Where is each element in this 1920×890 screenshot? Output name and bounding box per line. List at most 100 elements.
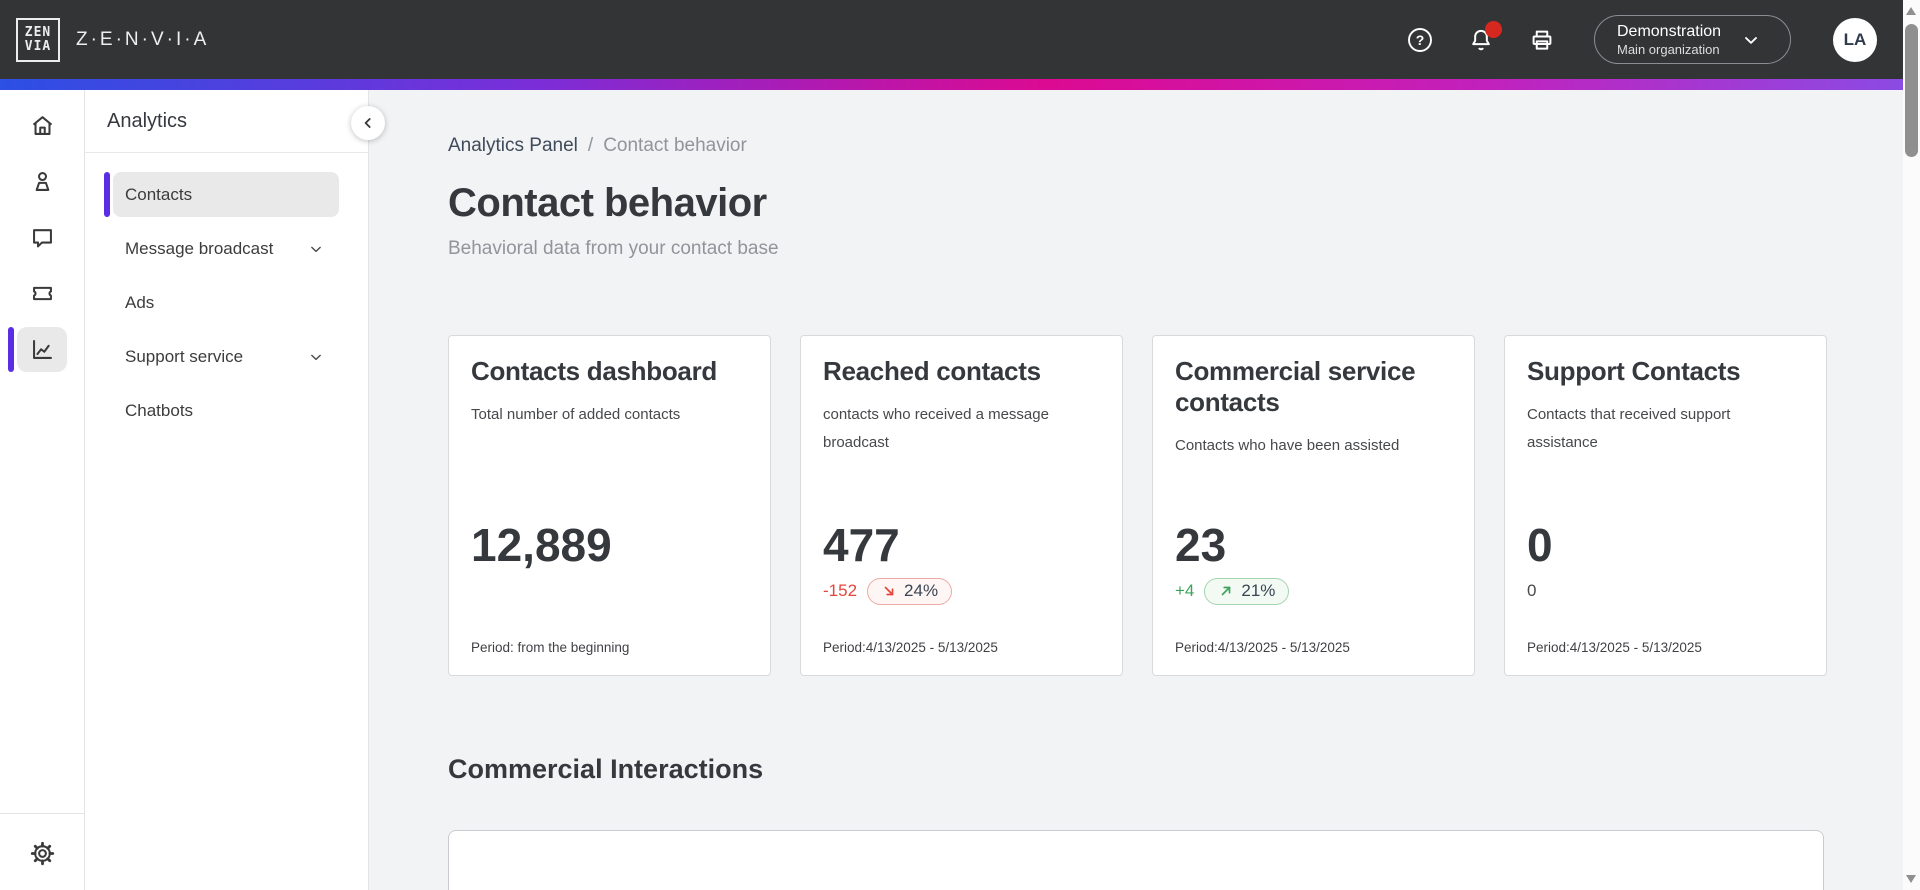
card-trend-badge: 21% bbox=[1204, 577, 1290, 605]
svg-text:?: ? bbox=[1416, 32, 1425, 48]
topbar: ZEN VIA Z·E·N·V·I·A ? bbox=[0, 0, 1903, 79]
chevron-left-icon bbox=[364, 118, 371, 128]
settings-icon bbox=[30, 841, 54, 866]
card-delta: +4 bbox=[1175, 581, 1195, 600]
sidebar-title: Analytics bbox=[107, 109, 188, 132]
brand-wordmark: Z·E·N·V·I·A bbox=[76, 28, 210, 50]
organization-subtitle: Main organization bbox=[1617, 41, 1720, 57]
rail-item-analytics[interactable] bbox=[8, 327, 67, 372]
icon-rail bbox=[0, 90, 85, 890]
contacts-icon bbox=[35, 172, 49, 191]
sidebar-item-label: Ads bbox=[125, 292, 155, 312]
card-period: Period:4/13/2025 - 5/13/2025 bbox=[1175, 640, 1350, 655]
card-period: Period: from the beginning bbox=[471, 640, 630, 655]
arrow-down-right-icon bbox=[884, 586, 894, 596]
main-content: Analytics Panel / Contact behavior Conta… bbox=[369, 90, 1903, 890]
card-value: 23 bbox=[1175, 519, 1227, 571]
breadcrumb-parent-link[interactable]: Analytics Panel bbox=[448, 135, 578, 156]
analytics-icon bbox=[32, 340, 52, 359]
organization-switcher[interactable]: Demonstration Main organization bbox=[1594, 15, 1791, 64]
card-delta-row: -152 24% bbox=[823, 576, 1100, 606]
card-value: 0 bbox=[1527, 519, 1553, 571]
rail-divider bbox=[0, 813, 84, 814]
card-delta-row: 0 bbox=[1527, 576, 1804, 606]
help-button[interactable]: ? bbox=[1406, 26, 1434, 54]
card-title: Commercial service contacts bbox=[1175, 356, 1416, 417]
sidebar-item-label: Chatbots bbox=[125, 400, 194, 420]
sidebar-nav: Contacts Message broadcast Ads Support s… bbox=[85, 153, 368, 433]
card-delta-row: +4 21% bbox=[1175, 576, 1452, 606]
sidebar-item-label: Contacts bbox=[125, 184, 193, 204]
sidebar-header: Analytics bbox=[85, 90, 368, 153]
card-description: contacts who received a message broadcas… bbox=[823, 406, 1049, 451]
metric-card-support-contacts: Support Contacts Contacts that received … bbox=[1504, 335, 1827, 676]
sidebar-item-chatbots[interactable]: Chatbots bbox=[113, 388, 339, 433]
home-icon bbox=[32, 116, 52, 135]
card-trend-percent: 24% bbox=[904, 581, 939, 600]
print-button[interactable] bbox=[1528, 26, 1556, 54]
metric-card-contacts-dashboard: Contacts dashboard Total number of added… bbox=[448, 335, 771, 676]
card-title: Support Contacts bbox=[1527, 356, 1741, 386]
chat-icon bbox=[32, 229, 52, 248]
printer-icon bbox=[1532, 30, 1552, 50]
help-icon: ? bbox=[1408, 27, 1432, 52]
organization-name: Demonstration bbox=[1617, 22, 1722, 40]
metric-card-commercial-service-contacts: Commercial service contacts Contacts who… bbox=[1152, 335, 1475, 676]
breadcrumb-separator: / bbox=[587, 135, 594, 156]
analytics-sidebar: Analytics Contacts Message broadcast Ads… bbox=[85, 90, 385, 890]
notifications-button[interactable] bbox=[1467, 20, 1502, 54]
sidebar-collapse-button[interactable] bbox=[351, 106, 385, 140]
scrollbar-up-arrow[interactable] bbox=[1906, 7, 1916, 15]
chevron-down-icon bbox=[1745, 36, 1757, 44]
ticket-icon bbox=[32, 286, 52, 301]
rail-item-home[interactable] bbox=[17, 103, 67, 148]
user-avatar[interactable]: LA bbox=[1833, 17, 1877, 62]
card-period: Period:4/13/2025 - 5/13/2025 bbox=[1527, 640, 1702, 655]
section-title: Commercial Interactions bbox=[448, 754, 764, 784]
rail-item-conversations[interactable] bbox=[17, 215, 67, 260]
card-period: Period:4/13/2025 - 5/13/2025 bbox=[823, 640, 998, 655]
rail-item-tickets[interactable] bbox=[17, 271, 67, 316]
card-title: Reached contacts bbox=[823, 356, 1041, 386]
bell-icon bbox=[1472, 29, 1490, 50]
card-description: Total number of added contacts bbox=[471, 406, 681, 423]
card-description: Contacts that received support assistanc… bbox=[1527, 406, 1731, 451]
sidebar-item-label: Support service bbox=[125, 346, 244, 366]
page-title: Contact behavior bbox=[448, 181, 767, 225]
sidebar-item-support-service[interactable]: Support service bbox=[113, 334, 339, 379]
arrow-up-right-icon bbox=[1222, 586, 1231, 596]
zenvia-logo-icon[interactable]: ZEN VIA bbox=[16, 17, 60, 62]
chevron-down-icon bbox=[311, 246, 321, 252]
page-subtitle: Behavioral data from your contact base bbox=[448, 238, 779, 259]
page-scrollbar[interactable] bbox=[1903, 0, 1920, 890]
breadcrumb: Analytics Panel / Contact behavior bbox=[448, 135, 1903, 157]
logo-line-2: VIA bbox=[24, 39, 52, 54]
card-value: 477 bbox=[823, 519, 900, 571]
chevron-down-icon bbox=[311, 354, 321, 360]
brand-gradient-bar bbox=[0, 79, 1903, 90]
scrollbar-thumb[interactable] bbox=[1905, 24, 1918, 157]
rail-item-contacts[interactable] bbox=[17, 159, 67, 204]
scrollbar-down-arrow[interactable] bbox=[1906, 875, 1916, 883]
card-title: Contacts dashboard bbox=[471, 356, 717, 386]
avatar-initials: LA bbox=[1843, 29, 1867, 49]
sidebar-item-message-broadcast[interactable]: Message broadcast bbox=[113, 226, 339, 271]
card-delta-row bbox=[471, 576, 748, 606]
notification-badge bbox=[1485, 20, 1502, 38]
logo-line-1: ZEN bbox=[24, 25, 52, 40]
card-delta: 0 bbox=[1527, 581, 1537, 600]
commercial-interactions-panel bbox=[448, 830, 1824, 890]
card-value: 12,889 bbox=[471, 519, 612, 571]
card-delta: -152 bbox=[823, 581, 858, 600]
card-trend-percent: 21% bbox=[1241, 581, 1276, 600]
rail-item-settings[interactable] bbox=[17, 831, 67, 876]
card-description: Contacts who have been assisted bbox=[1175, 437, 1400, 454]
sidebar-item-ads[interactable]: Ads bbox=[113, 280, 339, 325]
metric-card-reached-contacts: Reached contacts contacts who received a… bbox=[800, 335, 1123, 676]
card-trend-badge: 24% bbox=[867, 577, 953, 605]
sidebar-item-label: Message broadcast bbox=[125, 238, 274, 258]
metric-cards-row: Contacts dashboard Total number of added… bbox=[448, 335, 1903, 676]
breadcrumb-current: Contact behavior bbox=[603, 135, 747, 156]
sidebar-item-contacts[interactable]: Contacts bbox=[104, 172, 339, 217]
